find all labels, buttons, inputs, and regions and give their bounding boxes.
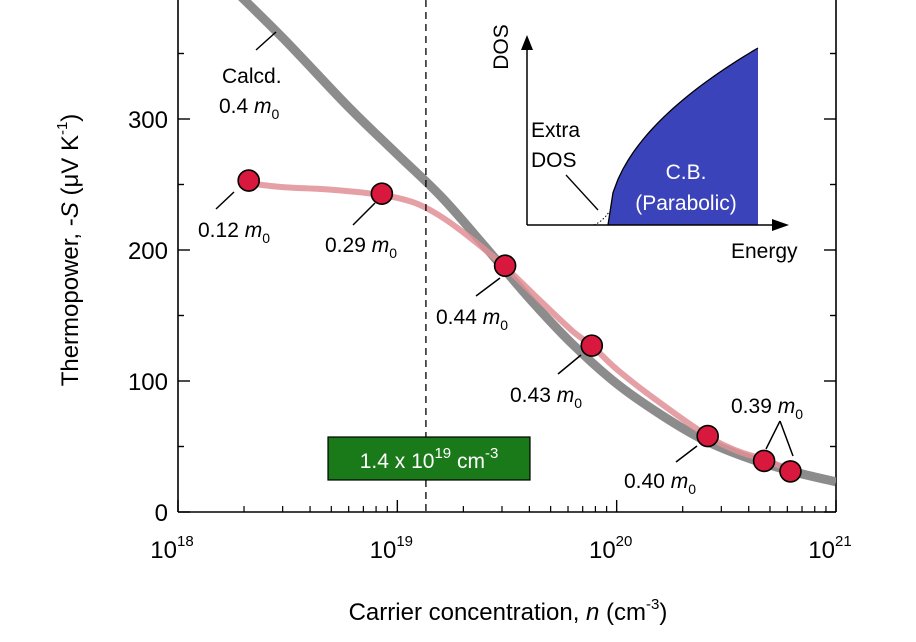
calcd-label-line1: Calcd. — [222, 65, 282, 88]
x-tick-base: 10 — [150, 537, 177, 564]
label-leader — [475, 277, 501, 297]
conduction-band — [608, 48, 758, 225]
annotations: 0.12 m0 0.29 m0 0.44 m0 0.43 m0 0.40 m0 0.39 … — [198, 31, 803, 497]
inset-x-arrow — [772, 219, 789, 231]
dos-inset: DOS Energy Extra DOS C.B. (Parabolic) — [490, 24, 798, 263]
band-label-line2: (Parabolic) — [635, 192, 737, 215]
x-tick-label: 1019 — [370, 533, 413, 564]
y-axis-title: Thermopower, -S (μV K-1) — [54, 114, 84, 387]
x-tick-label: 1021 — [808, 533, 851, 564]
extra-dos-label-line2: DOS — [531, 149, 577, 172]
extra-dos-leader — [565, 174, 599, 211]
inset-y-label: DOS — [490, 24, 513, 70]
data-point — [237, 169, 260, 192]
point-label: 0.43 m0 — [510, 384, 582, 411]
y-tick-label: 100 — [128, 369, 168, 396]
y-axis: 0 100 200 300 Thermopower, -S (μV K-1) — [54, 52, 836, 527]
x-tick-base: 10 — [808, 537, 835, 564]
x-tick-exponent: 21 — [835, 533, 852, 550]
extra-dos-tail — [593, 211, 610, 226]
x-tick-label: 1020 — [589, 533, 632, 564]
inset-y-arrow — [521, 35, 533, 50]
threshold-label: 1.4 x 1019 cm-3 — [360, 445, 499, 473]
data-point — [696, 424, 719, 448]
label-leader — [215, 191, 235, 210]
y-tick-label: 0 — [155, 500, 168, 527]
y-tick-label: 200 — [128, 238, 168, 265]
data-point — [779, 460, 802, 483]
label-leader — [352, 202, 376, 226]
x-tick-exponent: 19 — [396, 533, 413, 550]
point-label: 0.40 m0 — [624, 470, 696, 497]
x-axis-title: Carrier concentration, n (cm-3) — [349, 596, 668, 626]
x-tick-exponent: 18 — [177, 533, 194, 550]
point-label: 0.29 m0 — [325, 234, 397, 261]
point-label: 0.44 m0 — [436, 306, 508, 333]
band-edge — [607, 47, 759, 226]
calcd-leader — [255, 31, 277, 51]
plot-area — [177, 0, 837, 513]
x-tick-base: 10 — [589, 537, 616, 564]
point-label: 0.12 m0 — [198, 219, 270, 246]
x-tick-exponent: 20 — [616, 533, 633, 550]
x-tick-base: 10 — [370, 537, 397, 564]
data-point — [752, 449, 776, 473]
data-point — [580, 334, 604, 357]
label-leader — [765, 420, 781, 450]
label-leader — [675, 445, 698, 463]
inset-x-label: Energy — [731, 240, 798, 263]
calcd-label-line2: 0.4 m0 — [219, 95, 280, 122]
extra-dos-label-line1: Extra — [531, 119, 580, 142]
label-leader — [779, 420, 794, 457]
y-tick-label: 300 — [128, 107, 168, 134]
point-label: 0.39 m0 — [731, 395, 803, 422]
x-tick-label: 1018 — [150, 533, 193, 564]
label-leader — [557, 354, 582, 375]
band-label-line1: C.B. — [666, 161, 707, 184]
data-point — [370, 182, 394, 205]
fit-curve — [248, 180, 792, 473]
threshold-box — [327, 436, 531, 481]
data-point — [493, 254, 517, 278]
